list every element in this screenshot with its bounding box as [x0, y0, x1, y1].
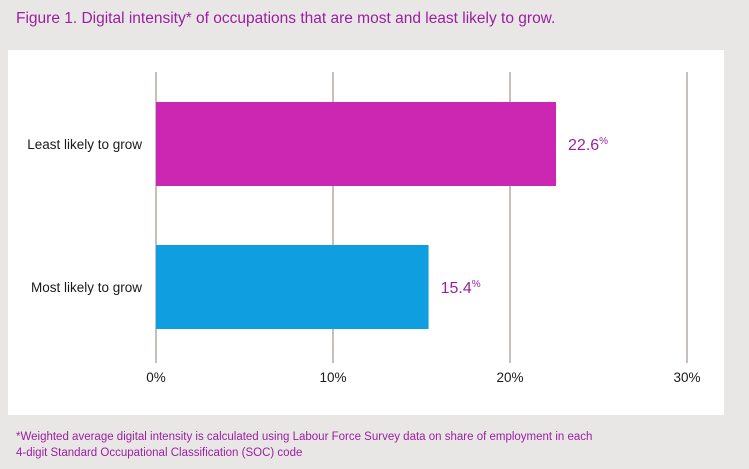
x-tick-label-3: 30%	[673, 370, 700, 385]
bar-chart: Least likely to grow 22.6% Most likely to …	[27, 72, 701, 385]
bar-1	[156, 245, 429, 329]
chart-panel: Least likely to grow 22.6% Most likely to …	[8, 50, 724, 415]
data-label-1: 15.4%	[441, 279, 481, 297]
x-tick-label-2: 20%	[496, 370, 523, 385]
category-label-1: Most likely to grow	[31, 280, 142, 295]
x-tick-label-1: 10%	[319, 370, 346, 385]
footnote-line-1: *Weighted average digital intensity is c…	[16, 431, 593, 443]
data-label-0: 22.6%	[568, 136, 608, 154]
figure-title: Figure 1. Digital intensity* of occupati…	[16, 10, 556, 27]
x-tick-label-0: 0%	[146, 370, 166, 385]
footnote-line-2: 4-digit Standard Occupational Classifica…	[16, 447, 303, 459]
bar-0	[156, 102, 557, 186]
category-label-0: Least likely to grow	[27, 137, 142, 152]
footnote: *Weighted average digital intensity is c…	[16, 429, 592, 461]
